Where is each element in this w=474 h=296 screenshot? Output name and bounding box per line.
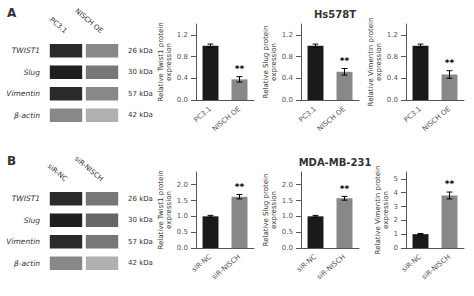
svg-text:TWIST1: TWIST1 (12, 46, 40, 55)
svg-text:B: B (7, 154, 16, 168)
svg-text:57 kDa: 57 kDa (128, 90, 153, 98)
svg-text:siR-NISCH: siR-NISCH (420, 253, 452, 281)
svg-text:0.4: 0.4 (282, 74, 294, 82)
svg-text:1.5: 1.5 (282, 197, 293, 205)
svg-text:expression: expression (165, 191, 173, 229)
svg-text:siR-NC: siR-NC (400, 253, 423, 274)
svg-text:PC3.1: PC3.1 (48, 16, 69, 35)
svg-text:0.0: 0.0 (177, 244, 188, 252)
svg-text:1.5: 1.5 (177, 197, 188, 205)
svg-text:Slug: Slug (24, 68, 41, 77)
svg-text:expression: expression (270, 43, 278, 81)
svg-text:expression: expression (375, 43, 383, 81)
svg-text:**: ** (445, 179, 455, 189)
svg-text:Vimentin: Vimentin (6, 89, 40, 98)
svg-text:Relative Vimentin protein: Relative Vimentin protein (374, 166, 382, 255)
svg-text:Vimentin: Vimentin (6, 237, 40, 246)
svg-text:Slug: Slug (24, 216, 41, 225)
svg-text:0.8: 0.8 (282, 53, 293, 61)
svg-text:**: ** (445, 58, 455, 68)
svg-text:Hs578T: Hs578T (314, 9, 356, 20)
svg-text:siR-NISCH: siR-NISCH (210, 253, 242, 281)
svg-text:0.8: 0.8 (177, 53, 188, 61)
svg-text:PC3.1: PC3.1 (192, 105, 213, 124)
svg-text:3: 3 (394, 203, 398, 211)
svg-text:Relative Twist1 protein: Relative Twist1 protein (157, 170, 165, 249)
svg-text:0: 0 (394, 244, 398, 252)
svg-text:Relative Slug protein: Relative Slug protein (262, 26, 270, 99)
svg-text:Relative Slug protein: Relative Slug protein (262, 174, 270, 247)
svg-text:1: 1 (394, 230, 398, 238)
svg-text:NISCH OE: NISCH OE (421, 105, 452, 133)
svg-text:2.0: 2.0 (282, 181, 293, 189)
svg-text:2: 2 (394, 216, 398, 224)
svg-text:expression: expression (270, 191, 278, 229)
svg-text:MDA-MB-231: MDA-MB-231 (299, 157, 372, 168)
svg-text:**: ** (340, 184, 350, 194)
svg-text:0.5: 0.5 (177, 228, 188, 236)
svg-text:β-actin: β-actin (14, 259, 40, 268)
svg-text:0.8: 0.8 (387, 53, 398, 61)
svg-text:0.0: 0.0 (282, 96, 293, 104)
svg-text:1.0: 1.0 (177, 212, 188, 220)
svg-text:0.5: 0.5 (282, 228, 293, 236)
svg-text:2.0: 2.0 (177, 181, 188, 189)
svg-text:NISCH OE: NISCH OE (73, 7, 104, 35)
svg-text:**: ** (340, 56, 350, 66)
svg-text:26 kDa: 26 kDa (128, 47, 153, 55)
svg-text:30 kDa: 30 kDa (128, 216, 153, 224)
svg-text:NISCH OE: NISCH OE (316, 105, 347, 133)
svg-text:NISCH OE: NISCH OE (211, 105, 242, 133)
svg-text:expression: expression (165, 43, 173, 81)
svg-text:42 kDa: 42 kDa (128, 259, 153, 267)
svg-text:42 kDa: 42 kDa (128, 111, 153, 119)
svg-text:Relative Vimentin protein: Relative Vimentin protein (367, 18, 375, 107)
svg-text:**: ** (235, 182, 245, 192)
svg-text:Relative Twist1 protein: Relative Twist1 protein (157, 22, 165, 101)
svg-text:siR-NISCH: siR-NISCH (315, 253, 347, 281)
svg-text:TWIST1: TWIST1 (12, 194, 40, 203)
svg-text:30 kDa: 30 kDa (128, 68, 153, 76)
svg-text:siR-NC: siR-NC (295, 253, 318, 274)
svg-text:57 kDa: 57 kDa (128, 238, 153, 246)
svg-text:siR-NC: siR-NC (190, 253, 213, 274)
svg-text:expression: expression (382, 191, 390, 229)
svg-text:1.2: 1.2 (387, 31, 398, 39)
svg-text:PC3.1: PC3.1 (297, 105, 318, 124)
svg-text:PC3.1: PC3.1 (402, 105, 423, 124)
svg-text:1.2: 1.2 (282, 31, 293, 39)
svg-text:0.4: 0.4 (387, 74, 399, 82)
svg-text:A: A (7, 6, 17, 20)
svg-text:β-actin: β-actin (14, 111, 40, 120)
svg-text:0.0: 0.0 (387, 96, 398, 104)
svg-text:0.4: 0.4 (177, 74, 189, 82)
svg-text:1.2: 1.2 (177, 31, 188, 39)
svg-text:0.0: 0.0 (282, 244, 293, 252)
svg-text:**: ** (235, 64, 245, 74)
svg-text:siR-NC: siR-NC (46, 162, 69, 183)
svg-text:0.0: 0.0 (177, 96, 188, 104)
svg-text:5: 5 (394, 175, 398, 183)
svg-text:26 kDa: 26 kDa (128, 195, 153, 203)
svg-text:4: 4 (394, 189, 399, 197)
svg-text:1.0: 1.0 (282, 212, 293, 220)
svg-text:siR-NISCH: siR-NISCH (73, 155, 105, 183)
